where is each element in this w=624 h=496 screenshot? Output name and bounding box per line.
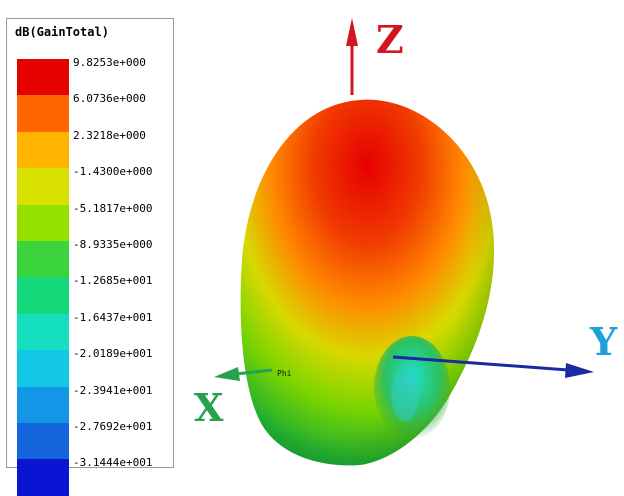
- legend-tick-label: -1.6437e+001: [73, 310, 153, 324]
- legend-tick-label: -2.7692e+001: [73, 420, 153, 433]
- legend-tick-label: 6.0736e+000: [73, 92, 146, 106]
- legend-tick-label: -5.1817e+000: [73, 201, 153, 215]
- legend-tick-label: -1.2685e+001: [73, 274, 153, 288]
- x-axis-label: X: [194, 385, 224, 430]
- legend-swatch: [17, 241, 69, 278]
- legend-swatch: [17, 204, 69, 242]
- z-axis-arrowhead: [346, 18, 358, 46]
- legend-swatch: [17, 59, 69, 96]
- phi-label: Phi: [277, 369, 292, 378]
- legend-swatch: [17, 423, 69, 460]
- legend-tick-label: -8.9335e+000: [73, 238, 153, 251]
- legend-title: dB(GainTotal): [15, 25, 109, 39]
- legend-tick-label: -2.3941e+001: [73, 383, 153, 397]
- x-axis: [235, 368, 273, 376]
- legend-tick-label: -2.0189e+001: [73, 347, 153, 361]
- legend-swatch: [17, 386, 69, 424]
- legend-swatch: [17, 131, 69, 169]
- legend-tick-label: -3.1444e+001: [73, 456, 153, 470]
- z-axis-label: Z: [376, 17, 404, 62]
- legend-swatch: [17, 168, 69, 206]
- legend-tick-label: 9.8253e+000: [73, 56, 146, 69]
- color-legend: dB(GainTotal) 9.8253e+000 6.0736e+000 2.32…: [6, 18, 174, 496]
- x-axis-arrowhead: [214, 367, 240, 381]
- legend-tick-label: 2.3218e+000: [73, 128, 146, 142]
- legend-tick-label: -1.4300e+000: [73, 165, 153, 179]
- y-axis-arrowhead: [565, 363, 594, 378]
- radiation-pattern-view: [214, 18, 594, 466]
- legend-swatch: [17, 95, 69, 133]
- y-axis: [392, 355, 569, 372]
- legend-swatch: [17, 350, 69, 388]
- legend-swatch: [17, 277, 69, 315]
- legend-swatch: [17, 313, 69, 351]
- y-axis-label: Y: [590, 319, 618, 364]
